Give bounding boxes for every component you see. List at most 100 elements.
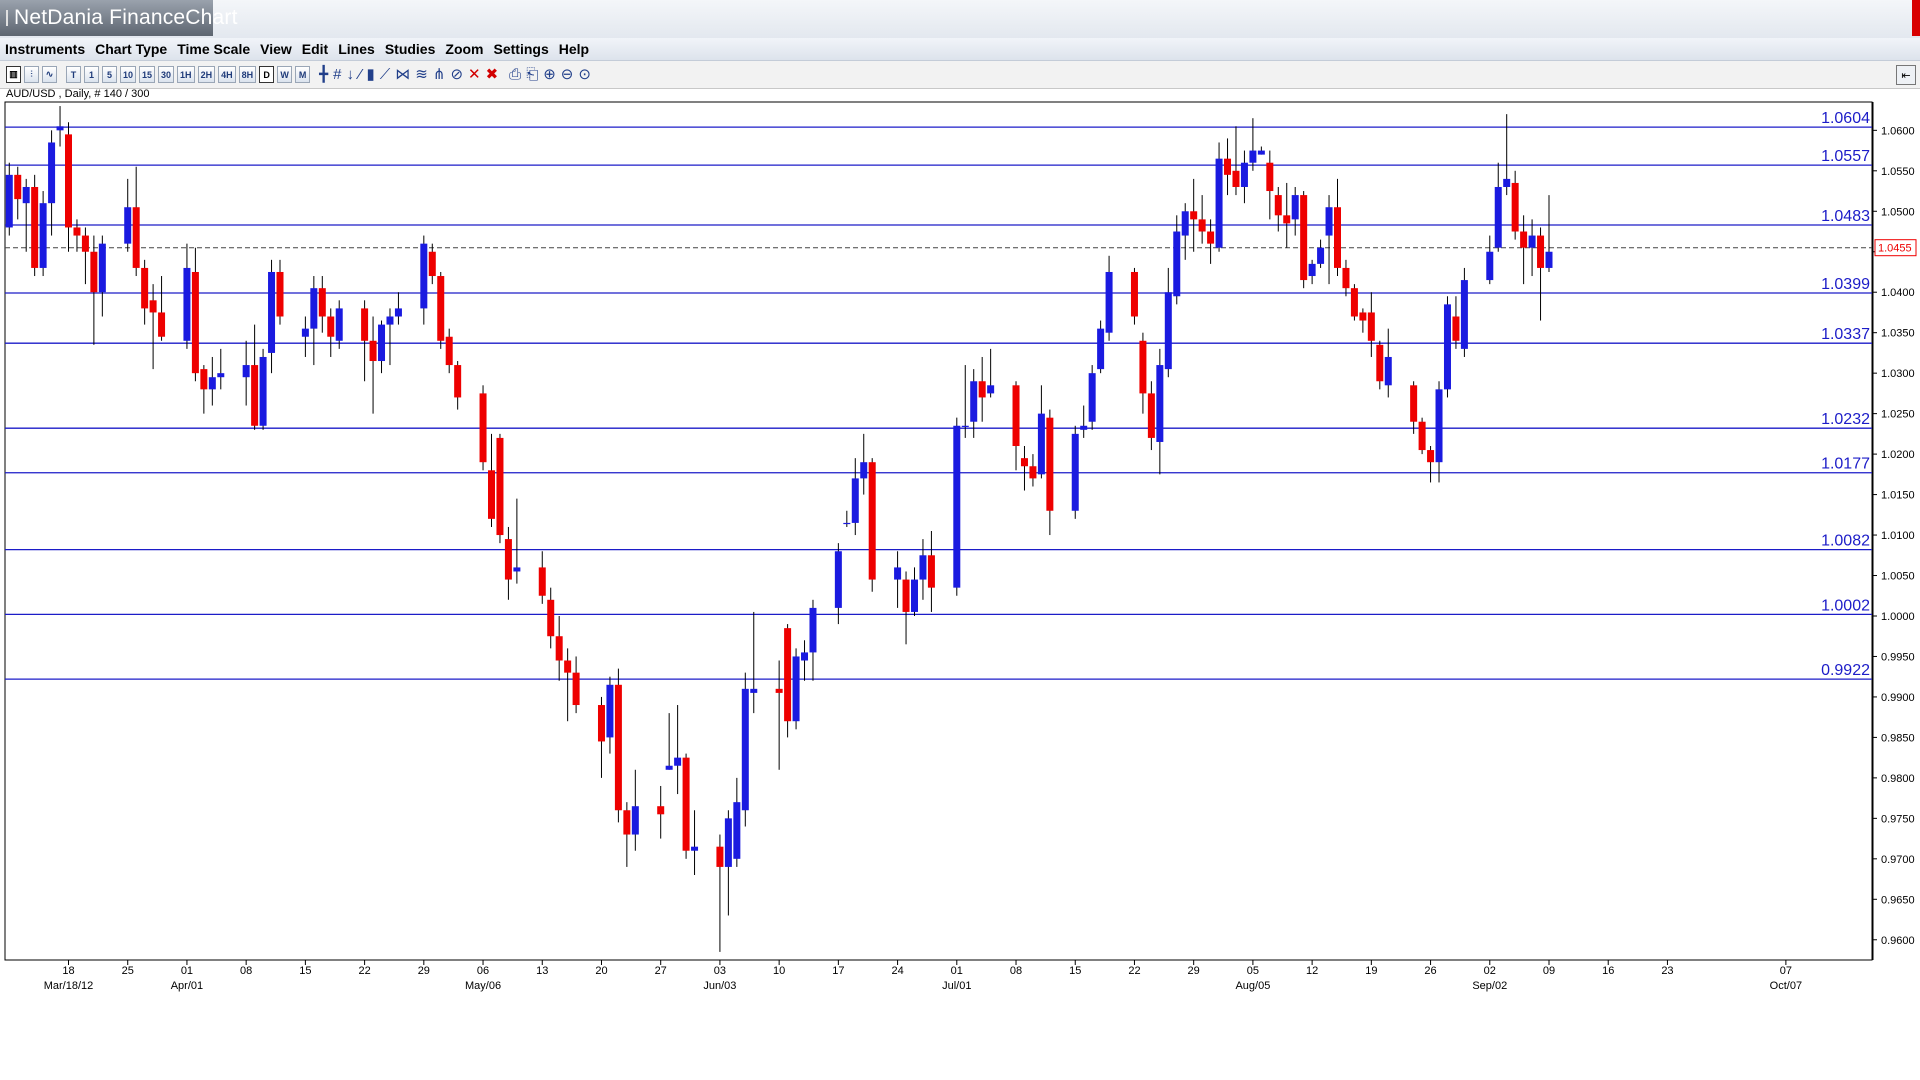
menu-settings[interactable]: Settings (493, 41, 549, 57)
timeframe-1h-button[interactable]: 1H (177, 66, 195, 83)
candle-body (310, 288, 318, 329)
candle (894, 551, 902, 608)
x-tick-label: 25 (122, 965, 134, 977)
candle-body (1080, 425, 1088, 430)
menu-studies[interactable]: Studies (384, 41, 436, 57)
trendline-icon[interactable]: ⟋ (379, 66, 391, 83)
candle (614, 668, 622, 823)
candle (1359, 308, 1367, 333)
timeframe-1-button[interactable]: 1 (84, 66, 99, 83)
menu-view[interactable]: View (260, 41, 292, 57)
candle (665, 713, 673, 770)
candle (90, 235, 98, 345)
candle (301, 316, 309, 357)
candle (1520, 215, 1528, 285)
y-tick-label: 1.0550 (1881, 166, 1915, 178)
price-chart[interactable]: 1.0604 1.0557 1.0483 1.0399 1.0337 1.0232 1.01… (0, 100, 1920, 1000)
candle (1435, 381, 1443, 483)
menu-help[interactable]: Help (558, 41, 590, 57)
candle (48, 130, 56, 236)
cursor-icon[interactable]: ↓ (346, 66, 354, 83)
candle (191, 247, 199, 382)
y-tick-label: 1.0150 (1881, 490, 1915, 502)
menu-chart-type[interactable]: Chart Type (95, 41, 168, 57)
candle-body (1274, 195, 1282, 216)
candle-body (1511, 182, 1519, 232)
candle-body (31, 186, 39, 268)
menu-edit[interactable]: Edit (301, 41, 329, 57)
menu-lines[interactable]: Lines (338, 41, 375, 57)
y-tick-label: 1.0600 (1881, 125, 1915, 137)
grid-icon[interactable]: # (333, 66, 342, 83)
candle (310, 276, 318, 366)
x-tick-label: 15 (299, 965, 311, 977)
horizontal-line-label: 1.0337 (1821, 326, 1870, 343)
zoom-out-icon[interactable]: ⊖ (560, 66, 574, 83)
candle (1046, 409, 1054, 536)
window-control-button[interactable] (1912, 0, 1920, 36)
candle (724, 810, 732, 916)
candle (843, 510, 851, 527)
candlestick-chart-icon[interactable]: ▥ (6, 66, 21, 83)
candle-body (141, 267, 149, 309)
print-icon[interactable]: ⎙ (509, 66, 522, 83)
candle (1443, 296, 1451, 398)
candle (1384, 328, 1392, 398)
candle (691, 810, 699, 876)
timeframe-monthly-button[interactable]: M (295, 66, 311, 83)
menu-zoom[interactable]: Zoom (445, 41, 484, 57)
volume-bars-icon[interactable]: ▮ (366, 66, 375, 83)
panel-toggle-icon[interactable]: ⇤ (1896, 65, 1916, 85)
candle (834, 543, 842, 625)
timeframe-5-button[interactable]: 5 (102, 66, 117, 83)
timeframe-15-button[interactable]: 15 (139, 66, 156, 83)
crosshair-icon[interactable]: ╋ (319, 66, 329, 83)
timeframe-daily-button[interactable]: D (259, 66, 275, 83)
candle (1545, 195, 1553, 272)
candle-body (183, 267, 191, 341)
candle-body (454, 365, 462, 398)
candle-body (48, 142, 56, 204)
channel-icon[interactable]: ≋ (415, 66, 428, 83)
candle (564, 648, 572, 722)
candle (631, 769, 639, 851)
menu-time-scale[interactable]: Time Scale (177, 41, 251, 57)
candle (386, 308, 394, 366)
timeframe-weekly-button[interactable]: W (277, 66, 293, 83)
toolbar: ▥ ⫶ ∿ T 1 5 10 15 30 1H 2H 4H 8H D W M ╋… (0, 61, 1920, 89)
current-price-layer: 1.0455 (1874, 239, 1917, 257)
candle-body (217, 373, 225, 378)
timeframe-4h-button[interactable]: 4H (218, 66, 236, 83)
candle-body (335, 308, 343, 341)
x-tick-label: 22 (1128, 965, 1140, 977)
timeframe-tick-button[interactable]: T (66, 66, 81, 83)
candle (1224, 138, 1232, 196)
candle (1460, 267, 1468, 357)
timeframe-8h-button[interactable]: 8H (238, 66, 257, 83)
fibonacci-icon[interactable]: ⋈ (395, 66, 411, 83)
zoom-in-icon[interactable]: ⊕ (543, 66, 556, 83)
draw-line-icon[interactable]: ⁄ (358, 66, 362, 83)
delete-selected-icon[interactable]: ⊘ (450, 66, 464, 83)
menu-instruments[interactable]: Instruments (5, 41, 86, 57)
candle (454, 361, 462, 410)
candle-body (1173, 231, 1181, 297)
candle-body (1317, 247, 1325, 264)
candles (5, 106, 1553, 952)
candle-body (81, 235, 89, 252)
plot-area (4, 101, 1873, 961)
timeframe-2h-button[interactable]: 2H (197, 66, 216, 83)
y-tick-label: 0.9650 (1881, 894, 1915, 906)
delete-all-icon[interactable]: ✖ (485, 66, 499, 83)
candle (1317, 239, 1325, 268)
print-preview-icon[interactable]: ⎗ (526, 66, 539, 83)
candle-body (90, 251, 98, 293)
line-chart-icon[interactable]: ∿ (42, 66, 57, 83)
timeframe-10-button[interactable]: 10 (120, 66, 137, 83)
zoom-reset-icon[interactable]: ⊙ (578, 66, 591, 83)
bar-chart-icon[interactable]: ⫶ (24, 66, 39, 83)
delete-icon[interactable]: ✕ (468, 66, 481, 83)
candle (73, 219, 81, 252)
fan-icon[interactable]: ⋔ (432, 66, 446, 83)
timeframe-30-button[interactable]: 30 (158, 66, 175, 83)
